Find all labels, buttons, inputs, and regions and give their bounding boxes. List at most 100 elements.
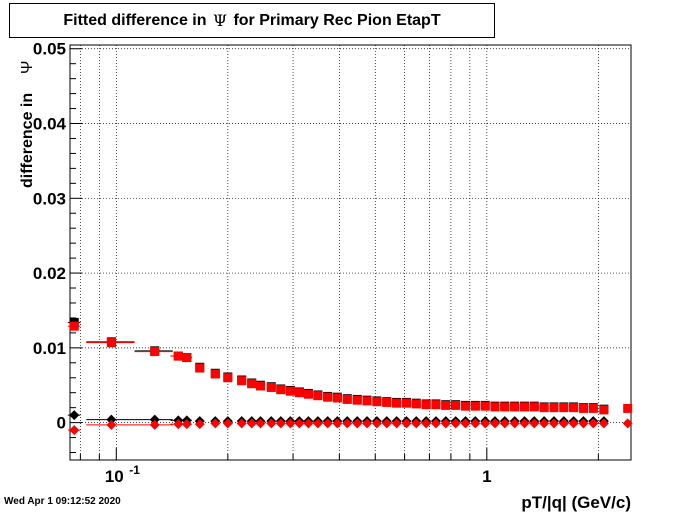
y-tick-label: 0	[57, 414, 66, 433]
data-point	[246, 418, 257, 429]
data-point	[623, 403, 633, 413]
data-point	[421, 418, 432, 429]
y-axis-label-symbol: Ψ	[19, 61, 36, 74]
data-point	[549, 403, 559, 413]
data-point	[430, 418, 441, 429]
data-point	[69, 425, 80, 436]
data-point	[510, 402, 520, 412]
data-point	[106, 414, 117, 425]
chart-title-text-suffix: for Primary Rec Pion EtapT	[233, 11, 441, 29]
y-tick-label: 0.05	[33, 40, 66, 59]
x-axis-label: pT/|q| (GeV/c)	[521, 493, 631, 512]
data-point	[499, 418, 510, 429]
data-point	[352, 418, 363, 429]
data-point	[210, 369, 220, 379]
chart-title-text: Fitted difference in	[63, 11, 207, 29]
data-point	[149, 419, 160, 430]
data-point	[450, 418, 461, 429]
data-point	[303, 418, 314, 429]
data-point	[222, 418, 233, 429]
data-point	[69, 410, 80, 421]
data-point	[150, 347, 160, 357]
data-point	[480, 418, 491, 429]
data-point	[223, 373, 233, 383]
data-point	[391, 418, 402, 429]
data-point	[470, 418, 481, 429]
data-point	[313, 391, 323, 401]
data-point	[588, 403, 598, 413]
data-point	[372, 397, 382, 407]
data-point	[421, 400, 431, 410]
data-point	[182, 353, 192, 363]
plot-frame	[69, 44, 632, 461]
data-point	[440, 418, 451, 429]
data-point	[285, 386, 295, 396]
data-point	[529, 402, 539, 412]
data-point	[371, 418, 382, 429]
data-point	[342, 394, 352, 404]
data-point	[559, 403, 569, 413]
data-point	[519, 418, 530, 429]
data-point	[568, 418, 579, 429]
data-point	[599, 405, 609, 415]
data-point	[401, 398, 411, 408]
data-point	[461, 401, 471, 411]
data-point	[173, 419, 184, 430]
data-point	[69, 321, 79, 331]
data-point	[294, 388, 304, 398]
data-point	[285, 418, 296, 429]
data-point	[520, 402, 530, 412]
data-point	[255, 418, 266, 429]
data-point	[509, 418, 520, 429]
y-tick-label: 0.03	[33, 189, 66, 208]
data-point	[266, 382, 276, 392]
data-point	[332, 418, 343, 429]
data-point	[558, 418, 569, 429]
data-point	[266, 418, 277, 429]
data-point	[276, 385, 286, 395]
data-point	[598, 418, 609, 429]
data-point	[181, 419, 192, 430]
data-point	[569, 403, 579, 413]
data-point	[451, 400, 461, 410]
data-point	[106, 338, 116, 348]
data-point	[490, 402, 500, 412]
data-point	[578, 418, 589, 429]
data-point	[431, 400, 441, 410]
data-point	[529, 418, 540, 429]
y-tick-label: 0.02	[33, 264, 66, 283]
data-point	[622, 418, 633, 429]
data-point	[539, 418, 550, 429]
data-point	[401, 418, 412, 429]
data-point	[411, 418, 422, 429]
data-point	[460, 418, 471, 429]
data-point	[323, 392, 333, 402]
data-point	[303, 389, 313, 399]
data-point	[210, 418, 221, 429]
data-point	[470, 401, 480, 411]
data-point	[106, 419, 117, 430]
data-point	[578, 403, 588, 413]
x-tick-label: 1	[482, 467, 491, 486]
data-point	[362, 396, 372, 406]
chart-title: Fitted difference in Ψ for Primary Rec P…	[10, 4, 494, 37]
data-point	[382, 397, 392, 407]
data-point	[237, 376, 247, 386]
y-tick-label: 0.04	[33, 115, 67, 134]
data-point	[332, 393, 342, 403]
y-axis-label: difference in	[19, 93, 36, 188]
data-point	[247, 379, 257, 389]
x-tick-label: 10	[105, 467, 124, 486]
data-point	[322, 418, 333, 429]
data-point	[149, 414, 160, 425]
psi-symbol: Ψ	[212, 11, 227, 30]
data-point	[411, 399, 421, 409]
x-tick-label-exponent: -1	[129, 463, 140, 477]
data-point	[500, 402, 510, 412]
data-point	[294, 418, 305, 429]
data-point	[381, 418, 392, 429]
data-point	[480, 401, 490, 411]
data-point	[312, 418, 323, 429]
data-point	[275, 418, 286, 429]
